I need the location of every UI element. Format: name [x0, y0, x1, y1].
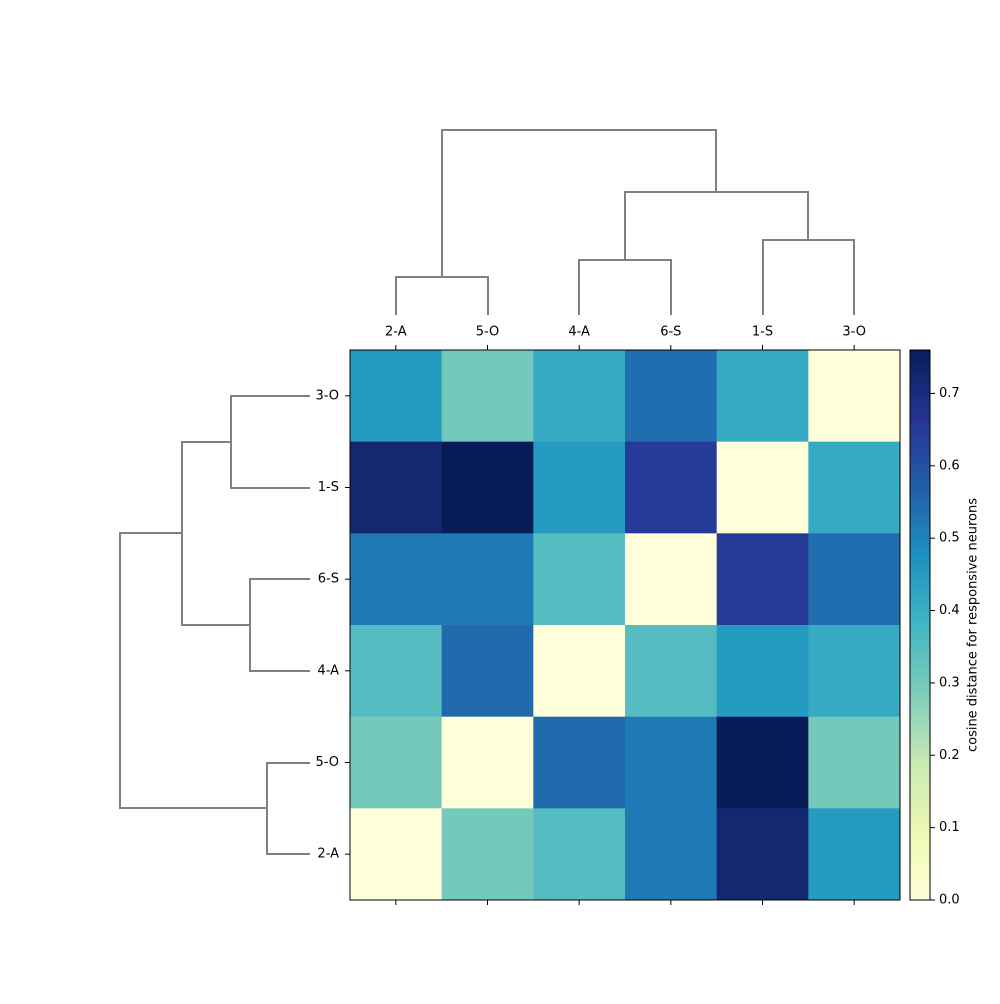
heatmap-cell [533, 625, 626, 718]
heatmap-cell [350, 441, 443, 534]
column-label: 5-O [476, 325, 500, 340]
heatmap-cell [441, 716, 534, 809]
heatmap-cell [350, 716, 443, 809]
row-label: 1-S [318, 480, 339, 495]
heatmap-cell [625, 533, 718, 626]
colorbar-tick-label: 0.5 [939, 531, 960, 546]
heatmap-frame [349, 349, 901, 901]
heatmap-cell [350, 625, 443, 718]
column-label: 3-O [842, 325, 866, 340]
colorbar [909, 349, 931, 901]
row-label: 3-O [315, 388, 339, 403]
colorbar-tick-label: 0.6 [939, 458, 960, 473]
colorbar-tick-label: 0.2 [939, 748, 960, 763]
colorbar-label: cosine distance for responsive neurons [966, 498, 981, 752]
column-label: 4-A [568, 325, 590, 340]
colorbar-tick-label: 0.4 [939, 603, 960, 618]
heatmap-cell [625, 350, 718, 443]
column-label: 6-S [660, 325, 681, 340]
heatmap-cell [350, 808, 443, 901]
row-label: 4-A [317, 663, 339, 678]
heatmap-cell [625, 441, 718, 534]
column-label: 2-A [385, 325, 407, 340]
colorbar-tick-label: 0.3 [939, 675, 960, 690]
heatmap-cell [808, 716, 901, 809]
row-label: 6-S [318, 572, 339, 587]
heatmap-cell [716, 808, 809, 901]
heatmap-cell [808, 441, 901, 534]
heatmap-cell [533, 716, 626, 809]
heatmap-cell [441, 441, 534, 534]
heatmap-cell [441, 808, 534, 901]
heatmap-cell [716, 533, 809, 626]
heatmap-cell [350, 350, 443, 443]
heatmap-cell [716, 625, 809, 718]
heatmap-cell [625, 625, 718, 718]
column-label: 1-S [752, 325, 773, 340]
row-label: 5-O [315, 755, 339, 770]
heatmap-cell [533, 441, 626, 534]
heatmap-cell [441, 350, 534, 443]
heatmap-cell [716, 441, 809, 534]
row-label: 2-A [317, 847, 339, 862]
heatmap-cell [625, 716, 718, 809]
colorbar-tick-label: 0.7 [939, 386, 960, 401]
heatmap-cell [808, 533, 901, 626]
heatmap-cell [441, 625, 534, 718]
colorbar-tick-label: 0.0 [939, 893, 960, 908]
heatmap-cell [533, 533, 626, 626]
row-dendrogram [119, 395, 310, 855]
heatmap-cell [716, 350, 809, 443]
heatmap-cell [625, 808, 718, 901]
heatmap-cell [350, 533, 443, 626]
heatmap-cell [716, 716, 809, 809]
heatmap-cell [441, 533, 534, 626]
heatmap-cell [533, 350, 626, 443]
colorbar-tick-label: 0.1 [939, 820, 960, 835]
column-dendrogram [395, 129, 855, 315]
heatmap-cell [808, 808, 901, 901]
heatmap-cell [533, 808, 626, 901]
heatmap-cell [808, 350, 901, 443]
heatmap-cell [808, 625, 901, 718]
